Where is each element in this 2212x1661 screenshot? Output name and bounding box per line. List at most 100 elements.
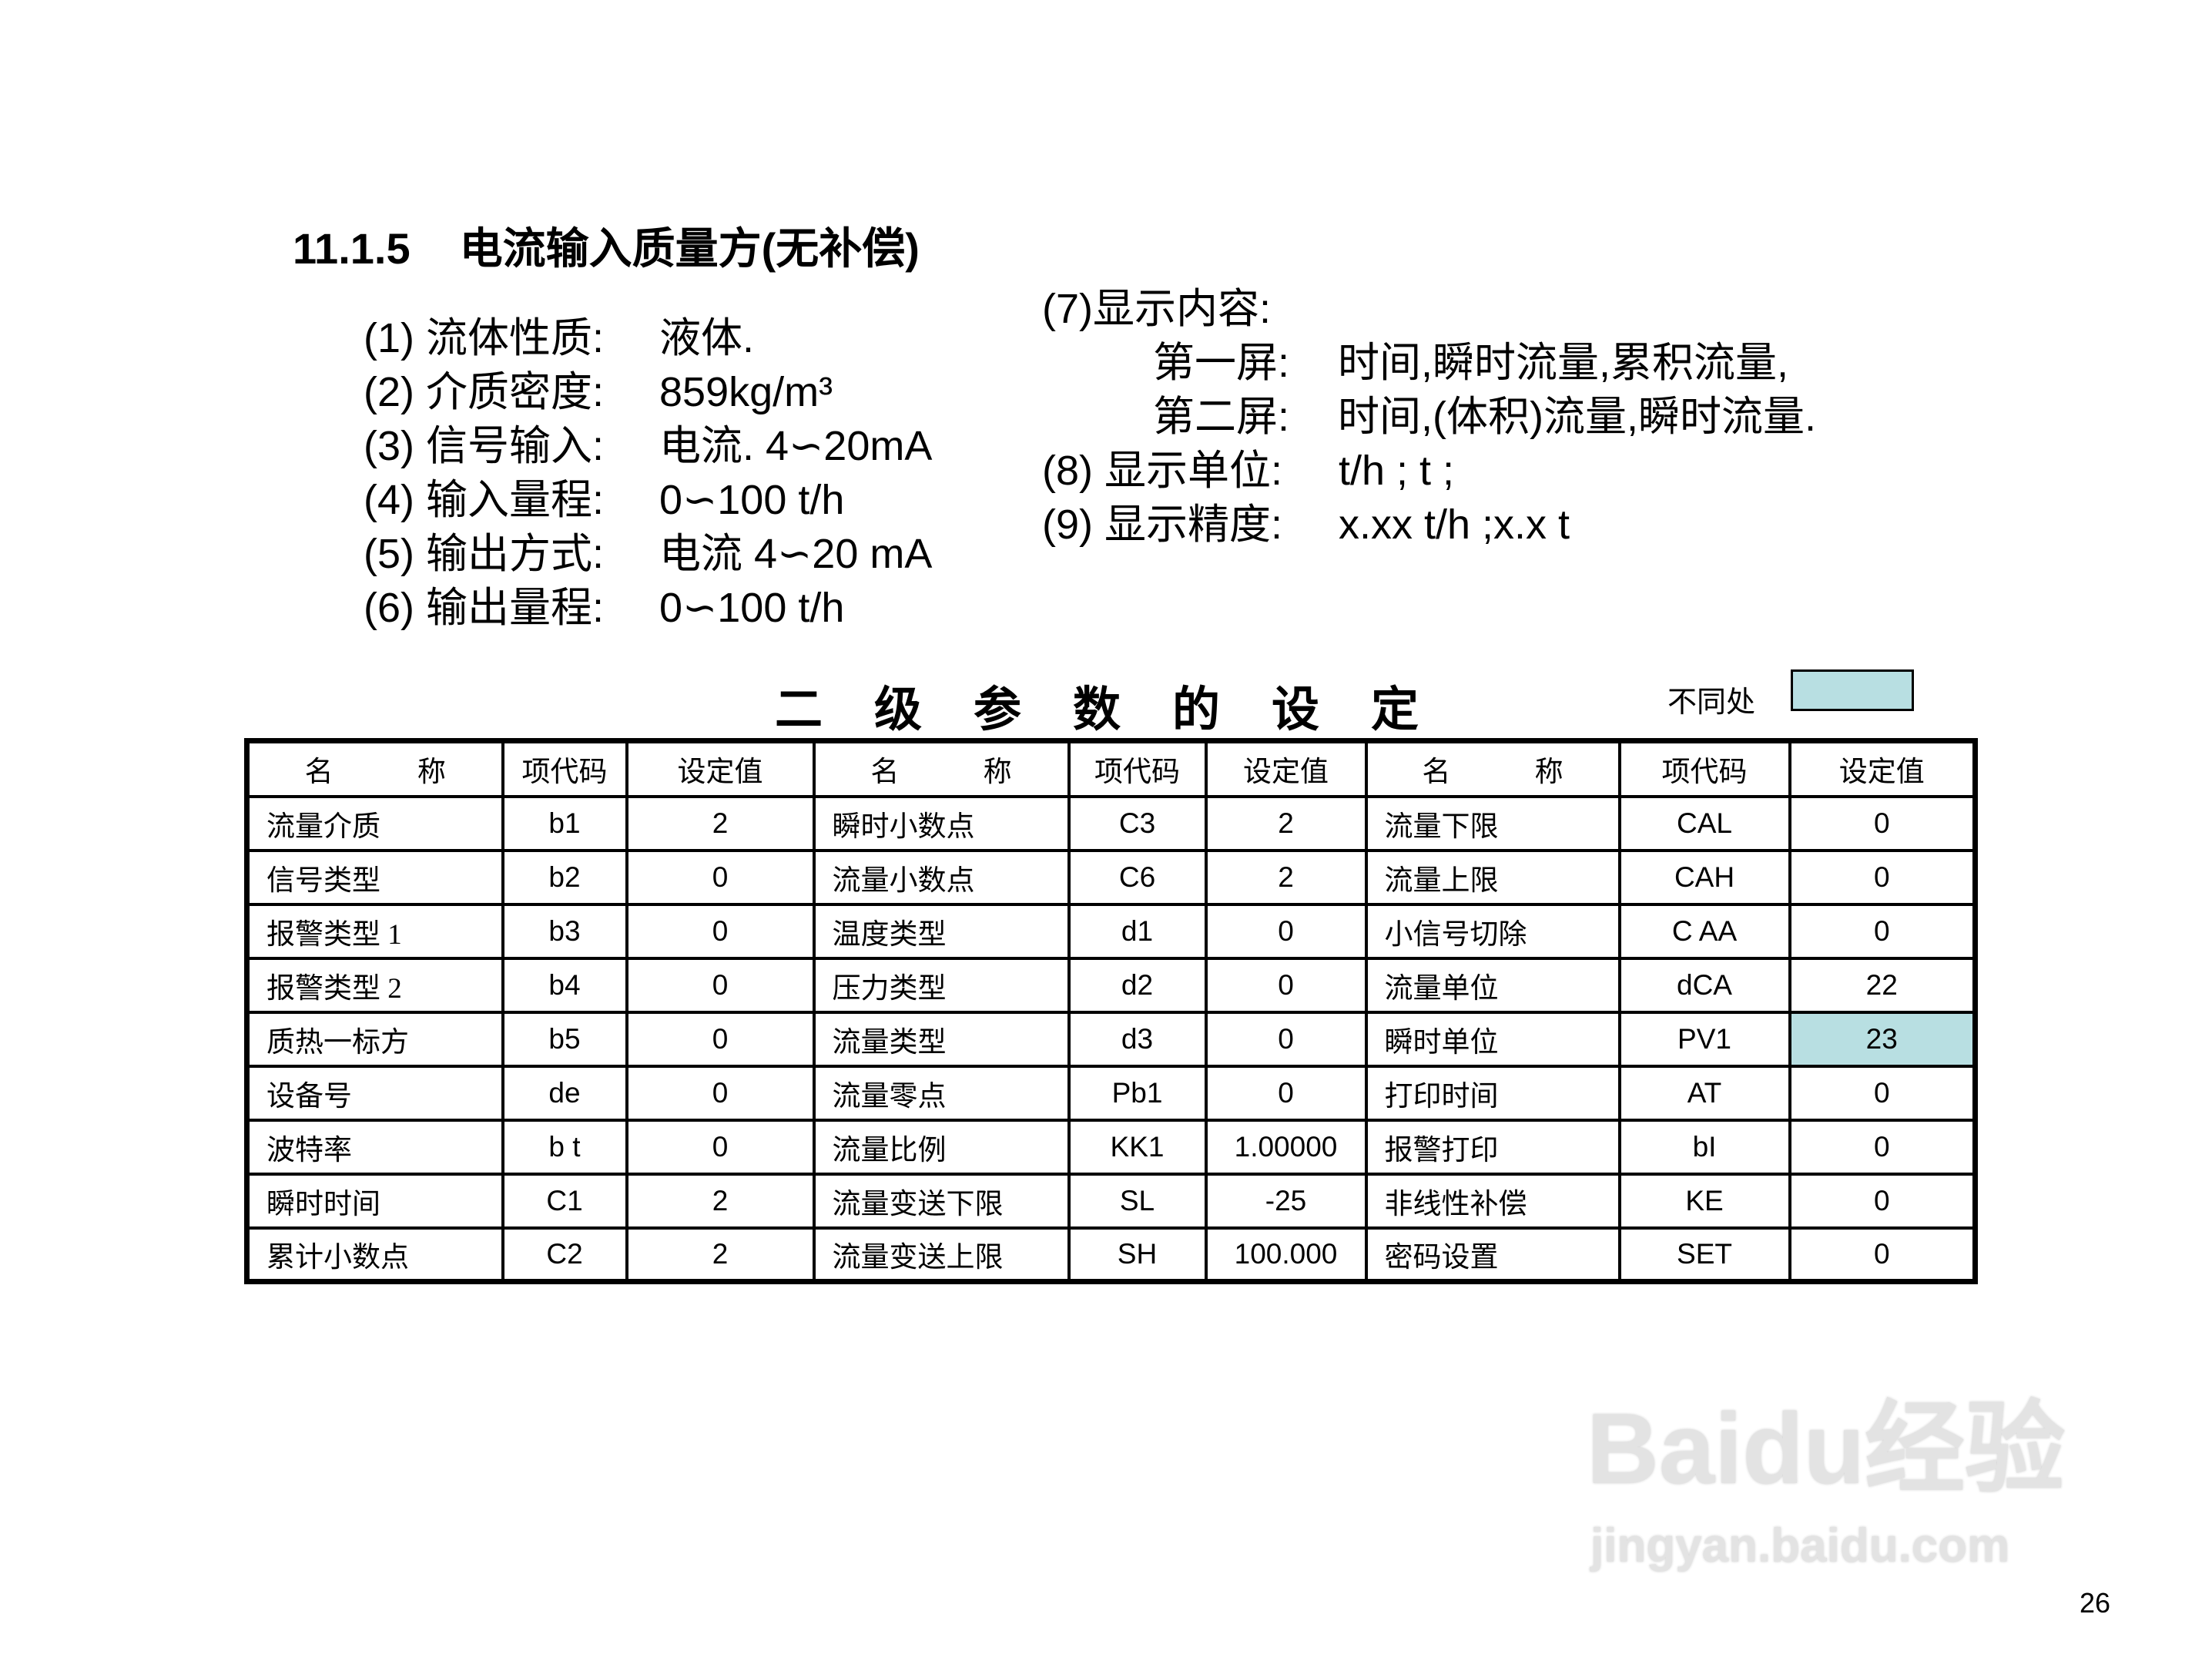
column-header: 名 称 (812, 739, 1071, 798)
table-row: 质热一标方 b5 0 流量类型 d3 0 瞬时单位 PV1 23 (245, 1010, 1977, 1068)
table-row: 瞬时时间 C1 2 流量变送下限 SL -25 非线性补偿 KE 0 (245, 1172, 1977, 1230)
param-code-cell: CAH (1617, 848, 1791, 906)
baidu-jingyan-watermark-logo: Baidu经验 (1587, 1392, 2066, 1505)
param-name-cell: 报警打印 (1364, 1118, 1621, 1176)
param-code-cell: PV1 (1617, 1010, 1791, 1068)
spec-label: 第一屏: (1153, 340, 1290, 386)
spec-list-right: (7)显示内容: 第一屏: 时间,瞬时流量,累积流量, 第二屏: 时间,(体积)流量,… (1042, 282, 1816, 552)
param-code-cell: d3 (1067, 1010, 1208, 1068)
param-value-cell: 0 (1204, 956, 1368, 1014)
param-value-cell: 0 (625, 956, 816, 1014)
column-header: 名 称 (1364, 739, 1621, 798)
param-code-cell: C6 (1067, 848, 1208, 906)
spec-item: (9) 显示精度: x.xx t/h ;x.x t (1042, 498, 1816, 552)
spec-value: 859kg/m³ (659, 369, 833, 415)
spec-value: 时间,(体积)流量,瞬时流量. (1338, 394, 1816, 440)
spec-label: 第二屏: (1153, 394, 1290, 440)
param-name-cell: 非线性补偿 (1364, 1172, 1621, 1230)
table-title-char: 设 (1272, 683, 1320, 737)
param-value-cell: 0 (1204, 1010, 1368, 1068)
spec-label: (4) 输入量程: (364, 477, 605, 523)
spec-label: (8) 显示单位: (1042, 448, 1283, 494)
spec-item: (2) 介质密度: 859kg/m³ (364, 365, 932, 419)
page-number: 26 (2080, 1587, 2111, 1619)
param-value-cell: 23 (1788, 1010, 1977, 1068)
table-row: 波特率 b t 0 流量比例 KK1 1.00000 报警打印 bI 0 (245, 1118, 1977, 1176)
param-value-cell: 0 (1204, 1064, 1368, 1122)
table-row: 报警类型 1 b3 0 温度类型 d1 0 小信号切除 C AA 0 (245, 902, 1977, 960)
param-value-cell: 0 (1788, 794, 1977, 852)
param-name-cell: 累计小数点 (245, 1226, 504, 1284)
param-code-cell: b1 (501, 794, 628, 852)
watermark-url: jingyan.baidu.com (1590, 1519, 2010, 1572)
spec-value: t/h ; t ; (1339, 448, 1455, 494)
param-code-cell: d1 (1067, 902, 1208, 960)
param-name-cell: 打印时间 (1364, 1064, 1621, 1122)
spec-label: (5) 输出方式: (364, 531, 605, 577)
param-name-cell: 流量零点 (812, 1064, 1071, 1122)
spec-value: 0∽100 t/h (659, 477, 845, 523)
param-name-cell: 压力类型 (812, 956, 1071, 1014)
param-code-cell: C AA (1617, 902, 1791, 960)
spec-item: (4) 输入量程: 0∽100 t/h (364, 473, 932, 527)
param-code-cell: b4 (501, 956, 628, 1014)
param-value-cell: 100.000 (1204, 1226, 1368, 1284)
param-name-cell: 流量比例 (812, 1118, 1071, 1176)
spec-item: 第一屏: 时间,瞬时流量,累积流量, (1042, 336, 1816, 390)
param-value-cell: 0 (625, 848, 816, 906)
param-name-cell: 报警类型 2 (245, 956, 504, 1014)
spec-value: 电流 4∽20 mA (659, 531, 933, 577)
param-name-cell: 设备号 (245, 1064, 504, 1122)
param-name-cell: 流量变送下限 (812, 1172, 1071, 1230)
column-header: 项代码 (1617, 739, 1791, 798)
param-code-cell: b5 (501, 1010, 628, 1068)
param-code-cell: C1 (501, 1172, 628, 1230)
param-code-cell: de (501, 1064, 628, 1122)
param-value-cell: 2 (1204, 848, 1368, 906)
table-row: 设备号 de 0 流量零点 Pb1 0 打印时间 AT 0 (245, 1064, 1977, 1122)
table-header-row: 名 称项代码 设定值名 称项代码 设定值名 称项代码 设定值 (245, 739, 1977, 798)
spec-item: 第二屏: 时间,(体积)流量,瞬时流量. (1042, 390, 1816, 444)
param-value-cell: 0 (1788, 902, 1977, 960)
spec-label: (3) 信号输入: (364, 423, 605, 469)
param-value-cell: 0 (1788, 848, 1977, 906)
column-header: 名 称 (245, 739, 504, 798)
param-code-cell: SH (1067, 1226, 1208, 1284)
spec-value: 电流. 4∽20mA (659, 423, 933, 469)
param-name-cell: 密码设置 (1364, 1226, 1621, 1284)
param-value-cell: 1.00000 (1204, 1118, 1368, 1176)
spec-item: (6) 输出量程: 0∽100 t/h (364, 581, 932, 635)
spec-item: (8) 显示单位: t/h ; t ; (1042, 444, 1816, 498)
param-name-cell: 温度类型 (812, 902, 1071, 960)
table-title-char: 二 (775, 683, 823, 737)
spec-item: (1) 流体性质: 液体. (364, 311, 932, 365)
param-code-cell: C3 (1067, 794, 1208, 852)
param-code-cell: b2 (501, 848, 628, 906)
spec-list-left: (1) 流体性质: 液体. (2) 介质密度: 859kg/m³ (3) 信号输入: 电流… (364, 311, 932, 635)
section-heading: 电流输入质量方(无补偿) (459, 224, 920, 273)
table-title: 二级参数的设定 (775, 670, 1470, 740)
param-value-cell: 0 (1788, 1064, 1977, 1122)
table-row: 报警类型 2 b4 0 压力类型 d2 0 流量单位 dCA 22 (245, 956, 1977, 1014)
param-value-cell: 2 (1204, 794, 1368, 852)
param-value-cell: 0 (625, 1064, 816, 1122)
param-code-cell: b t (501, 1118, 628, 1176)
param-name-cell: 瞬时时间 (245, 1172, 504, 1230)
table-title-char: 参 (974, 683, 1022, 737)
column-header: 设定值 (1204, 739, 1368, 798)
param-value-cell: 0 (1788, 1118, 1977, 1176)
param-value-cell: 22 (1788, 956, 1977, 1014)
param-name-cell: 流量下限 (1364, 794, 1621, 852)
param-name-cell: 流量变送上限 (812, 1226, 1071, 1284)
spec-label: (6) 输出量程: (364, 585, 605, 631)
param-name-cell: 小信号切除 (1364, 902, 1621, 960)
param-value-cell: -25 (1204, 1172, 1368, 1230)
param-code-cell: SET (1617, 1226, 1791, 1284)
param-code-cell: KK1 (1067, 1118, 1208, 1176)
spec-value: 液体. (659, 315, 755, 361)
param-name-cell: 流量单位 (1364, 956, 1621, 1014)
param-value-cell: 2 (625, 1226, 816, 1284)
spec-item: (3) 信号输入: 电流. 4∽20mA (364, 419, 932, 473)
legend-swatch (1791, 669, 1914, 711)
spec-value: x.xx t/h ;x.x t (1339, 502, 1570, 548)
